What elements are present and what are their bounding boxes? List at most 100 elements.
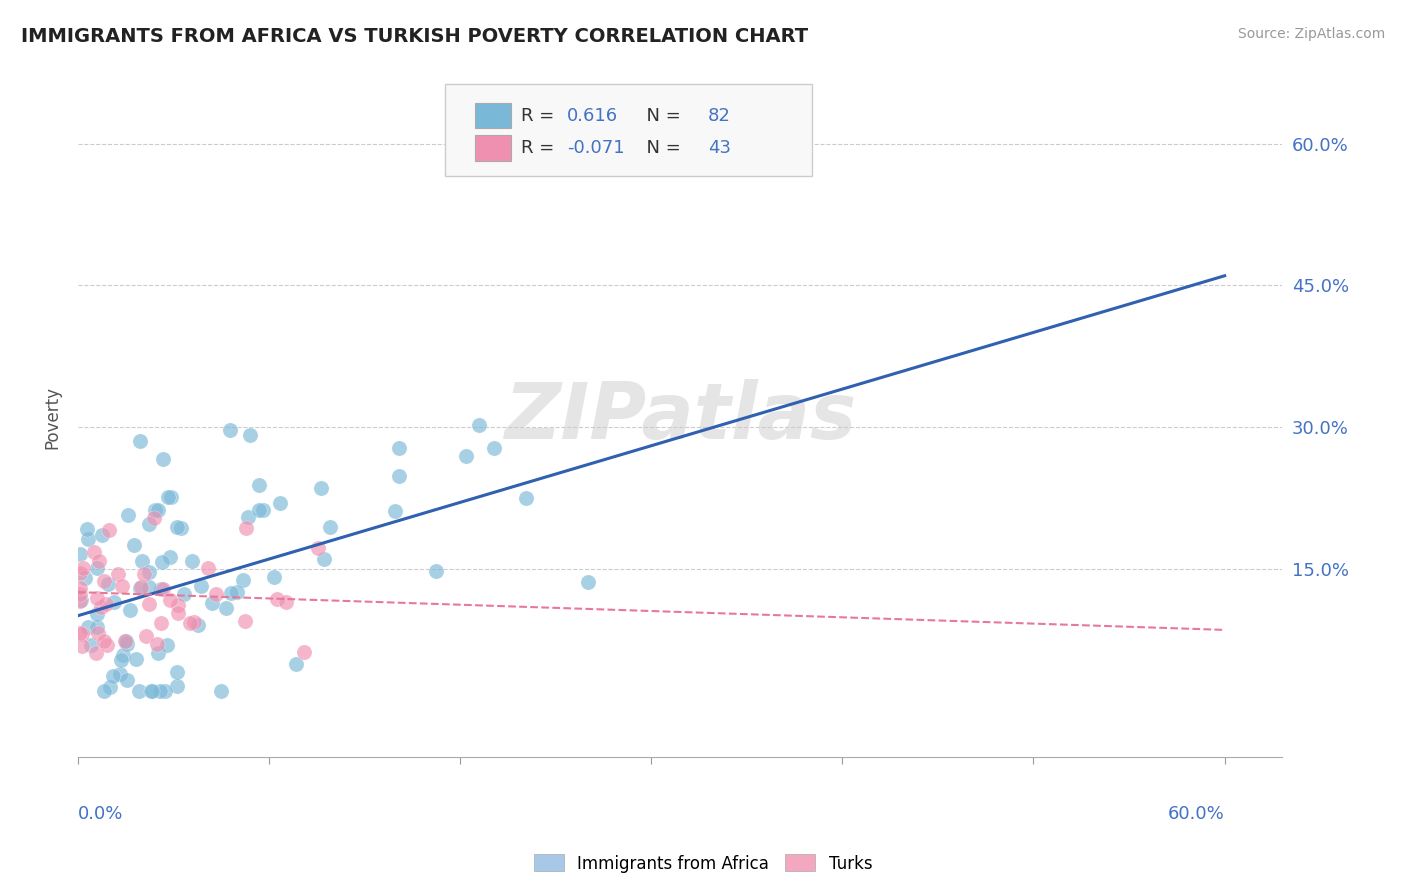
Point bbox=[96, 597, 118, 611]
Point bbox=[482, 441, 505, 455]
Point bbox=[157, 490, 180, 504]
Point bbox=[115, 673, 138, 687]
Point bbox=[156, 638, 179, 652]
Point bbox=[86, 620, 108, 634]
Text: 0.0%: 0.0% bbox=[77, 805, 124, 823]
Point bbox=[247, 478, 270, 492]
Point bbox=[122, 538, 145, 552]
Point bbox=[179, 616, 201, 631]
Point bbox=[166, 665, 188, 680]
Point bbox=[134, 566, 156, 581]
Point bbox=[148, 646, 170, 660]
Point bbox=[205, 587, 228, 601]
Point bbox=[72, 561, 94, 575]
Point bbox=[454, 449, 477, 463]
Text: IMMIGRANTS FROM AFRICA VS TURKISH POVERTY CORRELATION CHART: IMMIGRANTS FROM AFRICA VS TURKISH POVERT… bbox=[21, 27, 808, 45]
Point bbox=[266, 591, 288, 606]
Point bbox=[76, 522, 98, 536]
Point bbox=[120, 603, 142, 617]
Point bbox=[153, 684, 176, 698]
Point bbox=[115, 637, 138, 651]
Point bbox=[197, 560, 219, 574]
Point bbox=[69, 581, 91, 595]
Point bbox=[125, 652, 148, 666]
Bar bbox=[475, 103, 512, 128]
Text: N =: N = bbox=[636, 139, 686, 157]
Point bbox=[93, 633, 115, 648]
Point bbox=[110, 578, 132, 592]
Text: R =: R = bbox=[522, 106, 560, 125]
Point bbox=[209, 684, 232, 698]
Text: N =: N = bbox=[636, 106, 686, 125]
Point bbox=[190, 579, 212, 593]
Bar bbox=[475, 136, 512, 161]
Point bbox=[226, 585, 249, 599]
Point bbox=[143, 511, 166, 525]
Point bbox=[187, 618, 209, 632]
Y-axis label: Poverty: Poverty bbox=[44, 386, 60, 449]
Point bbox=[72, 640, 94, 654]
Point bbox=[70, 627, 93, 641]
Point bbox=[138, 516, 160, 531]
Point bbox=[183, 615, 205, 629]
Point bbox=[515, 491, 537, 505]
Point bbox=[101, 669, 124, 683]
Point bbox=[388, 441, 411, 455]
Point bbox=[146, 637, 169, 651]
Point bbox=[108, 666, 131, 681]
Point bbox=[138, 580, 160, 594]
Point bbox=[159, 490, 181, 504]
Point bbox=[69, 594, 91, 608]
Point bbox=[80, 639, 103, 653]
Point bbox=[284, 657, 307, 672]
Point bbox=[86, 560, 108, 574]
Point bbox=[388, 469, 411, 483]
Point bbox=[468, 417, 491, 432]
Point bbox=[93, 574, 115, 588]
Point bbox=[107, 566, 129, 581]
Point bbox=[166, 520, 188, 534]
Point bbox=[98, 680, 121, 694]
Point bbox=[159, 593, 181, 607]
Point bbox=[319, 520, 342, 534]
Point bbox=[141, 684, 163, 698]
Point bbox=[201, 596, 224, 610]
Point bbox=[89, 554, 111, 568]
Point bbox=[252, 503, 274, 517]
Text: Source: ZipAtlas.com: Source: ZipAtlas.com bbox=[1237, 27, 1385, 41]
Point bbox=[135, 629, 157, 643]
Point bbox=[166, 606, 188, 620]
Text: 60.0%: 60.0% bbox=[1168, 805, 1225, 823]
Point bbox=[103, 595, 125, 609]
Point bbox=[86, 607, 108, 621]
Point bbox=[96, 639, 118, 653]
Point bbox=[129, 582, 152, 596]
Point bbox=[98, 523, 121, 537]
Point bbox=[263, 570, 285, 584]
Text: ZIPatlas: ZIPatlas bbox=[503, 379, 856, 456]
Point bbox=[114, 633, 136, 648]
Point bbox=[233, 614, 256, 628]
Point bbox=[247, 503, 270, 517]
Point bbox=[69, 625, 91, 640]
Point bbox=[215, 601, 238, 615]
Point bbox=[69, 566, 91, 580]
Point bbox=[149, 582, 172, 597]
Point bbox=[307, 541, 329, 556]
Point bbox=[576, 574, 599, 589]
Point bbox=[239, 428, 262, 442]
Point bbox=[86, 591, 108, 605]
Point bbox=[314, 552, 336, 566]
Point bbox=[425, 564, 447, 578]
Point bbox=[70, 593, 93, 607]
Point bbox=[166, 680, 188, 694]
Point bbox=[93, 684, 115, 698]
Point bbox=[149, 684, 172, 698]
Point bbox=[131, 554, 153, 568]
Legend: Immigrants from Africa, Turks: Immigrants from Africa, Turks bbox=[527, 847, 879, 880]
Point bbox=[219, 423, 242, 437]
Point bbox=[150, 555, 173, 569]
Point bbox=[128, 434, 150, 449]
Point bbox=[110, 652, 132, 666]
Point bbox=[129, 580, 152, 594]
